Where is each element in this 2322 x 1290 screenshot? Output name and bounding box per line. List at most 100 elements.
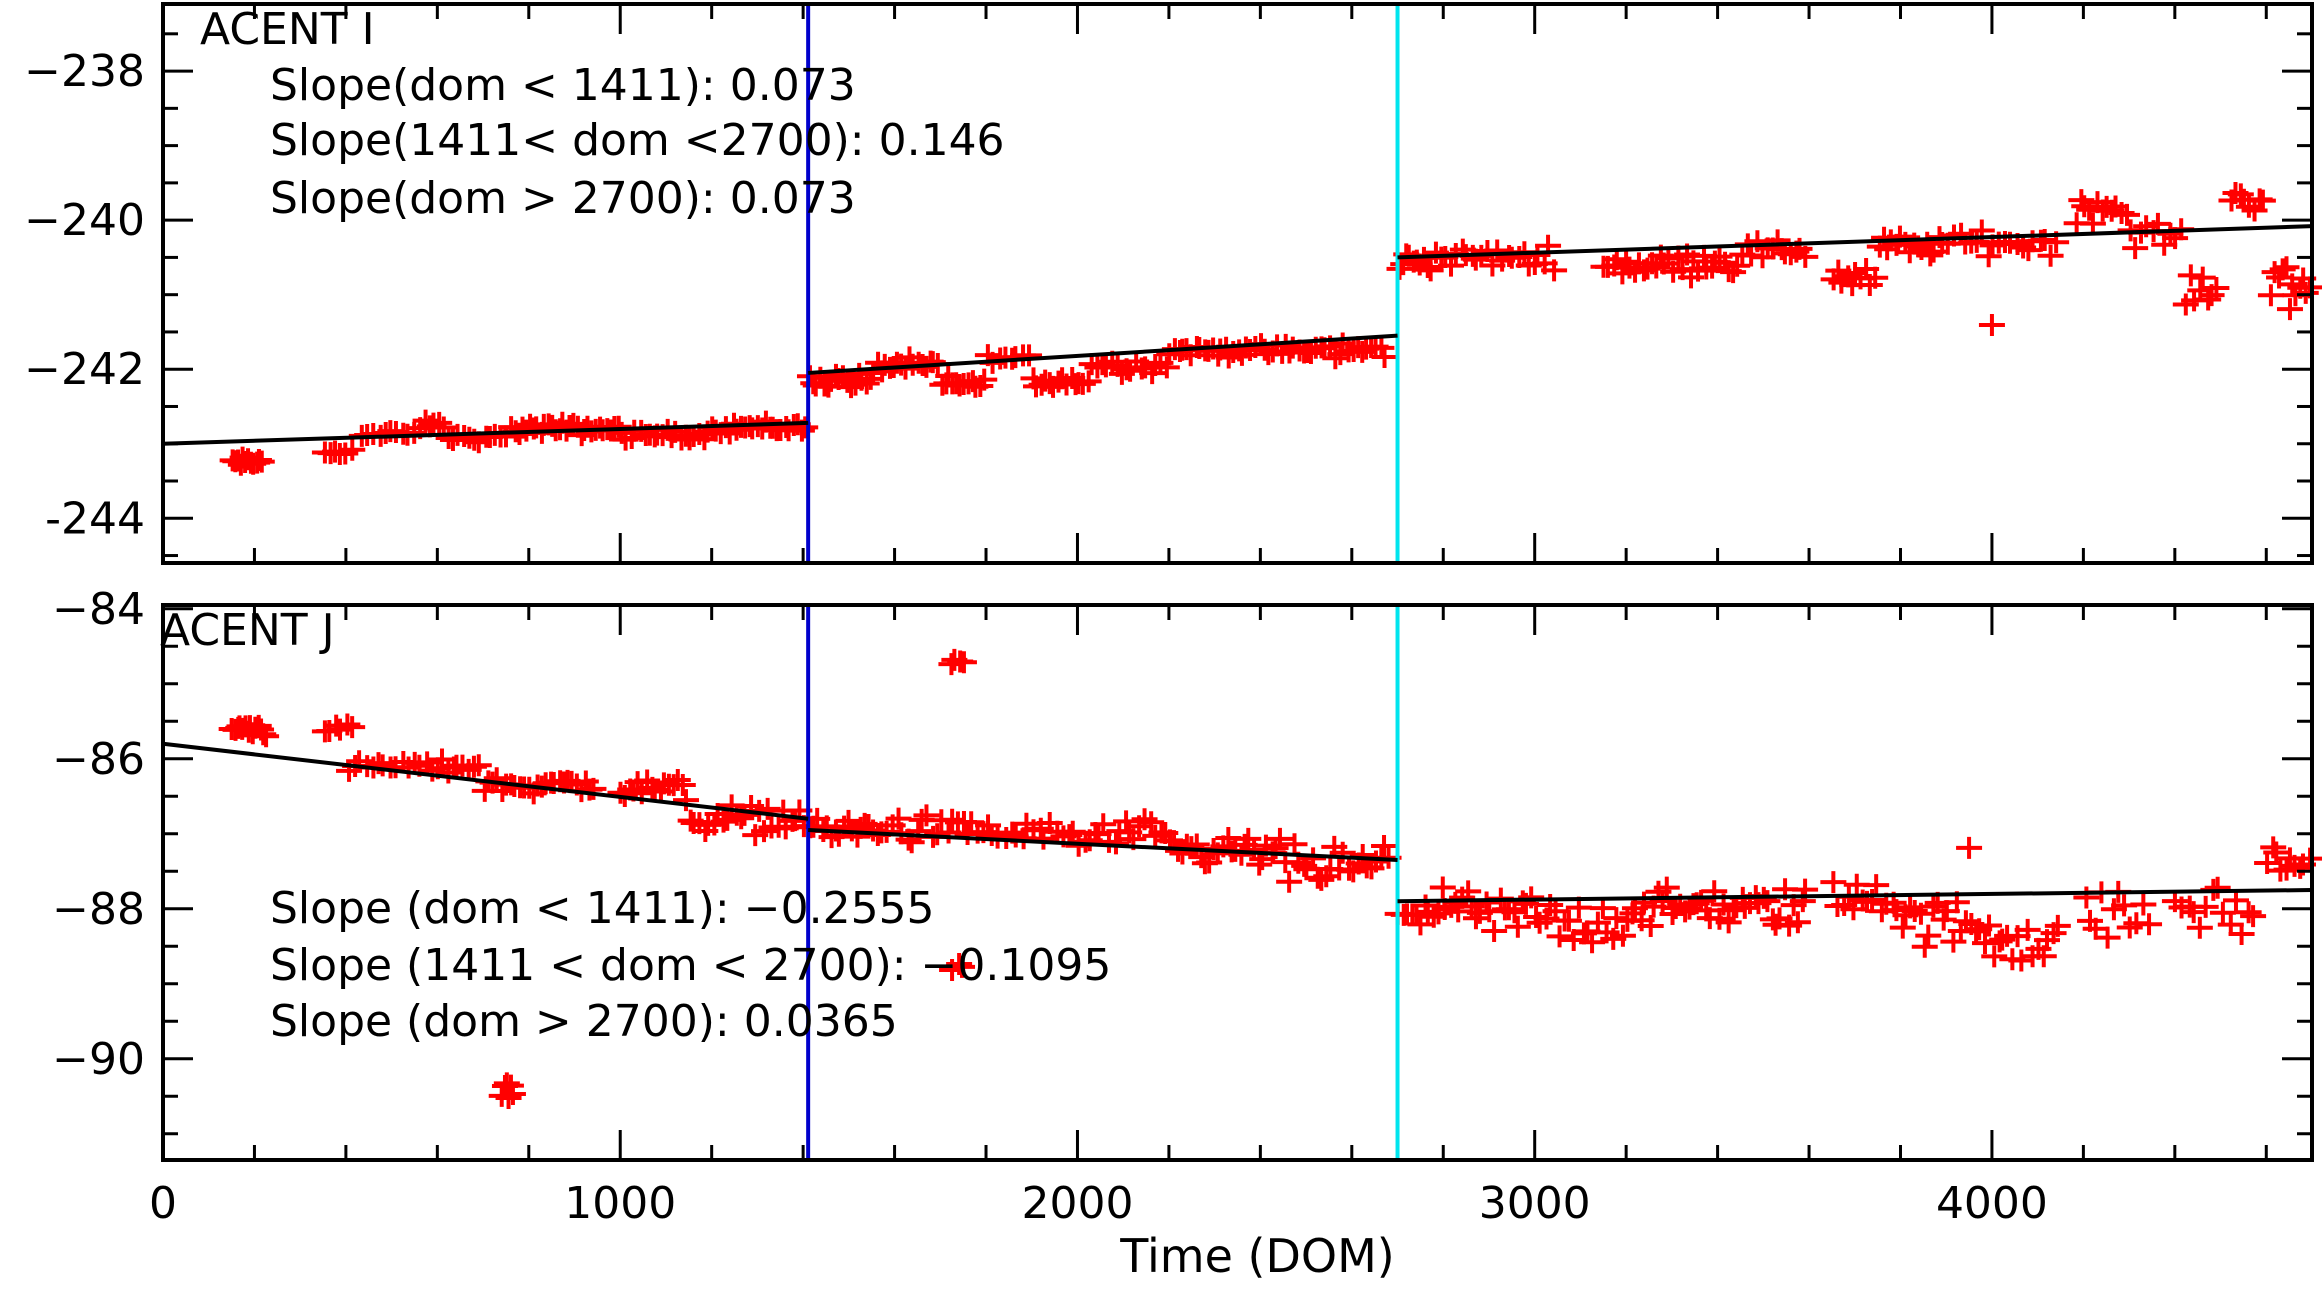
data-point <box>2257 284 2284 307</box>
data-point <box>1754 890 1781 913</box>
data-point <box>1153 356 1180 379</box>
data-point <box>2071 195 2098 218</box>
data-point <box>1235 827 1262 850</box>
fit-line <box>1397 888 2313 904</box>
data-point <box>680 425 707 448</box>
data-point <box>2122 237 2149 260</box>
data-point <box>426 411 453 434</box>
data-point <box>1653 876 1680 899</box>
data-point <box>1030 827 1057 850</box>
data-point <box>1731 896 1758 919</box>
data-point <box>1414 255 1441 278</box>
data-point <box>971 368 998 391</box>
data-point <box>2263 841 2290 864</box>
data-point <box>1649 890 1676 913</box>
data-point <box>1589 897 1616 920</box>
x-axis-title: Time (DOM) <box>1119 1229 1394 1283</box>
data-point <box>2180 901 2207 924</box>
data-point <box>792 416 819 439</box>
data-point <box>1784 911 1811 934</box>
data-point <box>2073 886 2100 909</box>
data-point <box>2157 222 2184 245</box>
plot-frame <box>161 603 2314 1162</box>
data-point <box>2094 926 2121 949</box>
data-point <box>1495 898 1522 921</box>
data-point <box>2260 836 2287 859</box>
data-point <box>1429 876 1456 899</box>
data-point <box>1911 935 1938 958</box>
data-point <box>1329 841 1356 864</box>
data-point <box>1183 833 1210 856</box>
data-point <box>1438 254 1465 277</box>
data-point <box>580 777 607 800</box>
data-point <box>1462 907 1489 930</box>
data-point <box>664 768 691 791</box>
data-point <box>939 808 966 831</box>
data-point <box>2249 189 2276 212</box>
data-point <box>853 372 880 395</box>
x-tick-label: 3000 <box>1479 1178 1591 1229</box>
x-tick-label: 4000 <box>1936 1178 2048 1229</box>
data-point <box>253 725 280 748</box>
data-point <box>465 754 492 777</box>
data-point <box>1069 372 1096 395</box>
x-tick-label: 0 <box>149 1178 177 1229</box>
data-point <box>1789 890 1816 913</box>
data-point <box>1963 230 1990 253</box>
data-point <box>339 438 366 461</box>
data-point <box>2014 918 2041 941</box>
data-point <box>2195 288 2222 311</box>
data-point <box>2192 895 2219 918</box>
data-point <box>1889 916 1916 939</box>
panel-label: ACENT J <box>160 605 335 656</box>
data-point <box>975 814 1002 837</box>
data-point <box>1016 344 1043 367</box>
data-point <box>1917 244 1944 267</box>
data-point <box>495 1086 522 1109</box>
data-point <box>913 804 940 827</box>
data-point <box>1371 345 1398 368</box>
data-point <box>2136 913 2163 936</box>
data-point <box>950 651 977 674</box>
data-point <box>1266 827 1293 850</box>
data-point <box>1075 370 1102 393</box>
data-point <box>1371 834 1398 857</box>
data-point <box>1322 347 1349 370</box>
slope-annotation: Slope(1411< dom <2700): 0.146 <box>270 115 1005 166</box>
plot-frame <box>161 2 2314 565</box>
data-point <box>1920 895 1947 918</box>
data-point <box>1792 245 1819 268</box>
data-point <box>2203 276 2230 299</box>
data-point <box>1978 313 2005 336</box>
y-tick-label: −242 <box>24 344 145 395</box>
data-point <box>2044 914 2071 937</box>
data-point <box>1989 928 2016 951</box>
data-point <box>2177 264 2204 287</box>
data-point <box>2222 889 2249 912</box>
data-point <box>2130 893 2157 916</box>
frame-layer <box>161 2 2314 1162</box>
data-point <box>1579 931 1606 954</box>
data-point <box>1637 914 1664 937</box>
data-point <box>1407 913 1434 936</box>
data-point <box>1820 871 1847 894</box>
data-point <box>1445 900 1472 923</box>
data-point <box>1862 266 1889 289</box>
data-point <box>949 955 976 978</box>
data-point <box>1956 836 1983 859</box>
data-point <box>1228 843 1255 866</box>
data-point <box>1720 899 1747 922</box>
data-point <box>2204 876 2231 899</box>
data-point <box>401 421 428 444</box>
data-point <box>1863 874 1890 897</box>
data-point <box>1901 900 1928 923</box>
fit-line <box>1397 224 2313 260</box>
data-point <box>2228 923 2255 946</box>
y-tick-label: −238 <box>24 46 145 97</box>
data-point <box>978 823 1005 846</box>
slope-annotation: Slope(dom > 2700): 0.073 <box>270 173 856 224</box>
data-point <box>1715 911 1742 934</box>
